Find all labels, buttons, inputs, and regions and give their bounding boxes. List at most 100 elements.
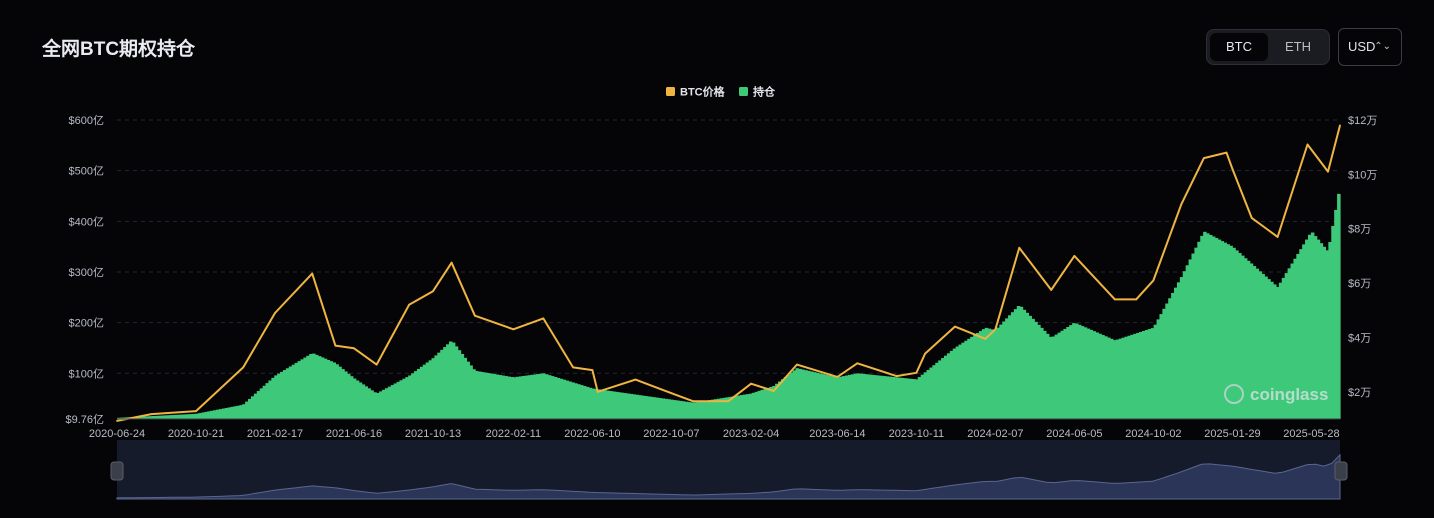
oi-bar (1159, 314, 1163, 419)
oi-bar (1307, 234, 1312, 419)
oi-bar (1249, 263, 1254, 419)
oi-bar (1150, 328, 1155, 419)
oi-bar (1080, 326, 1085, 419)
oi-bar (317, 356, 322, 419)
navigator-handle-right[interactable] (1334, 461, 1348, 481)
oi-bar (408, 375, 412, 419)
oi-bar (518, 376, 523, 419)
oi-bar (137, 416, 141, 419)
oi-bar (1188, 259, 1193, 419)
oi-bar (658, 398, 663, 419)
oi-bar (693, 402, 698, 419)
oi-bar (1127, 335, 1131, 419)
oi-bar (737, 395, 741, 419)
oi-bar (778, 381, 782, 419)
oi-bar (1002, 321, 1006, 419)
oi-bar (763, 388, 767, 419)
oi-bar (1182, 271, 1187, 419)
oi-bar (1118, 338, 1123, 419)
oi-bar (789, 372, 794, 419)
navigator-handle-left[interactable] (110, 461, 124, 481)
oi-bar (349, 376, 354, 419)
oi-bar (1063, 328, 1067, 419)
oi-bar (326, 359, 331, 419)
oi-bar (498, 375, 502, 419)
oi-bar (218, 409, 223, 419)
oi-bar (859, 373, 864, 419)
oi-bar (973, 334, 977, 419)
oi-bar (507, 376, 511, 419)
oi-bar (565, 380, 569, 419)
oi-bar (801, 369, 805, 419)
oi-bar (833, 376, 837, 419)
price-point (1327, 170, 1329, 173)
oi-bar (1165, 303, 1169, 419)
oi-bar (1296, 253, 1300, 419)
oi-bar (262, 385, 267, 419)
oi-bar (815, 372, 820, 419)
oi-bar (1034, 321, 1038, 419)
x-tick-label: 2025-05-28 (1283, 428, 1339, 440)
y-right-tick-label: $6万 (1348, 278, 1371, 290)
oi-bar (169, 415, 173, 419)
x-tick-label: 2022-02-11 (486, 428, 541, 440)
oi-bar (399, 380, 403, 419)
oi-bar (119, 417, 124, 419)
oi-bar (469, 365, 473, 419)
oi-bar (495, 374, 500, 419)
oi-bar (1299, 249, 1303, 419)
oi-bar (1019, 306, 1024, 419)
oi-bar (1226, 244, 1230, 419)
oi-bar (728, 396, 733, 419)
oi-bar (341, 369, 345, 419)
oi-bar (553, 376, 558, 419)
oi-bar (513, 377, 517, 419)
price-point (634, 378, 637, 381)
oi-bar (862, 373, 866, 419)
oi-bar (877, 375, 881, 419)
oi-bar (614, 391, 619, 419)
oi-bar (606, 390, 610, 419)
oi-bar (766, 387, 770, 419)
legend-label-price: BTC价格 (680, 85, 726, 99)
oi-bar (1112, 340, 1117, 419)
oi-bar (1022, 309, 1027, 419)
oi-bar (687, 402, 692, 419)
oi-bar (448, 341, 453, 419)
oi-bar (716, 398, 721, 419)
tab-btc[interactable]: BTC (1210, 33, 1268, 61)
oi-bar (964, 340, 968, 419)
oi-bar (300, 359, 304, 419)
oi-bar (475, 371, 479, 419)
oi-bar (856, 373, 861, 419)
price-point (1180, 203, 1183, 206)
oi-bar (1042, 330, 1047, 419)
oi-bar (140, 416, 144, 419)
oi-bar (830, 376, 834, 419)
oi-bar (582, 386, 587, 419)
oi-bar (670, 399, 674, 419)
oi-bar (894, 377, 898, 419)
oi-bar (780, 379, 785, 419)
oi-bar (1290, 263, 1295, 419)
oi-bar (428, 360, 433, 419)
navigator-series (116, 453, 1341, 500)
oi-bar (646, 396, 651, 419)
oi-bar (1083, 327, 1088, 419)
oi-bar (253, 393, 258, 419)
oi-bar (923, 372, 928, 419)
oi-bar (1293, 258, 1297, 419)
chevron-updown-icon: ⌃⌄ (1374, 41, 1391, 52)
oi-bar (1223, 242, 1228, 419)
oi-bar (227, 407, 232, 419)
currency-select[interactable]: USD ⌃⌄ (1338, 28, 1402, 66)
x-tick-label: 2020-06-24 (89, 428, 145, 440)
oi-bar (1101, 335, 1105, 419)
oi-bar (1243, 258, 1248, 419)
oi-bar (585, 386, 590, 419)
x-tick-label: 2021-10-13 (405, 428, 461, 440)
price-point (1306, 143, 1309, 146)
tab-eth[interactable]: ETH (1285, 39, 1311, 54)
oi-bar (1057, 332, 1062, 419)
oi-bar (201, 412, 205, 419)
